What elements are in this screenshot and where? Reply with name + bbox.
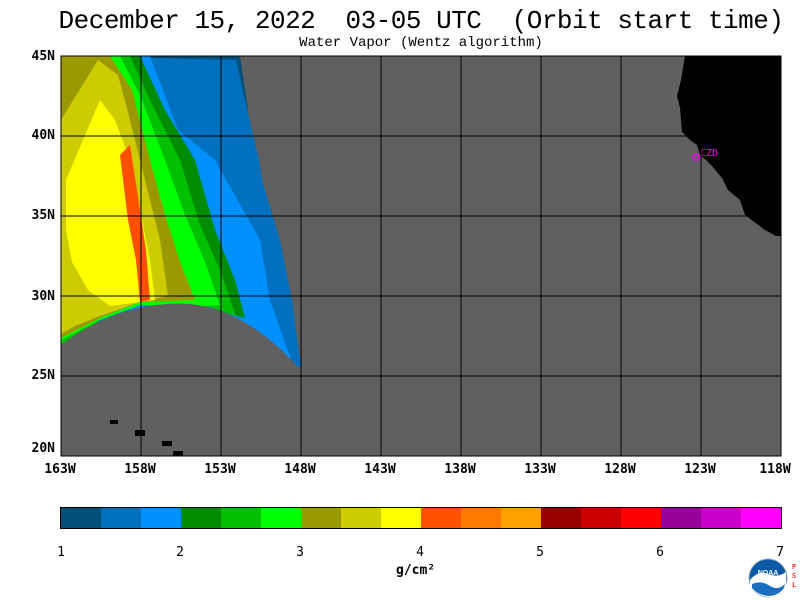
color-swatch-11 (501, 508, 541, 528)
page-subtitle: Water Vapor (Wentz algorithm) (299, 35, 543, 51)
color-swatch-1 (101, 508, 141, 528)
lon-label-138w: 138W (444, 462, 476, 477)
lon-label-163w: 163W (44, 462, 76, 477)
color-swatch-10 (461, 508, 501, 528)
land-north-america (677, 56, 781, 236)
color-swatch-6 (301, 508, 341, 528)
no-data-east (240, 56, 781, 456)
lon-label-118w: 118W (759, 462, 791, 477)
unit-label: g/cm² (396, 563, 436, 578)
lon-label-153w: 153W (204, 462, 236, 477)
lat-label-45n: 45N (31, 49, 55, 64)
lon-label-128w: 128W (604, 462, 636, 477)
scale-tick-5: 5 (536, 545, 544, 560)
hawaii-islands (110, 420, 183, 456)
no-data-arc (61, 303, 305, 456)
color-swatch-17 (741, 508, 781, 528)
color-swatch-15 (661, 508, 701, 528)
lat-label-40n: 40N (31, 128, 55, 143)
lat-label-30n: 30N (31, 289, 55, 304)
color-swatch-5 (261, 508, 301, 528)
lon-label-133w: 133W (524, 462, 556, 477)
psl-logo-text: PSL (792, 563, 800, 590)
color-swatch-9 (421, 508, 461, 528)
station-marker (692, 153, 700, 161)
color-swatch-8 (381, 508, 421, 528)
color-swatch-7 (341, 508, 381, 528)
lat-label-20n: 20N (31, 441, 55, 456)
map-frame (60, 55, 782, 457)
color-swatch-2 (141, 508, 181, 528)
lon-label-158w: 158W (124, 462, 156, 477)
color-swatch-4 (221, 508, 261, 528)
color-swatch-0 (61, 508, 101, 528)
page-title: December 15, 2022 03-05 UTC (Orbit start… (58, 6, 784, 36)
lon-label-143w: 143W (364, 462, 396, 477)
color-swatch-12 (541, 508, 581, 528)
band-4.3 (120, 145, 150, 302)
band-3.8 (66, 100, 155, 306)
color-swatch-14 (621, 508, 661, 528)
scale-tick-2: 2 (176, 545, 184, 560)
color-swatch-3 (181, 508, 221, 528)
lon-label-148w: 148W (284, 462, 316, 477)
psl-logo-letters: PSL (792, 563, 797, 589)
map-grid (61, 56, 781, 456)
scale-tick-4: 4 (416, 545, 424, 560)
noaa-logo-text: NOAA (758, 570, 779, 577)
lat-label-25n: 25N (31, 368, 55, 383)
scale-tick-7: 7 (776, 545, 784, 560)
station-label: CZD (700, 148, 718, 159)
lat-label-35n: 35N (31, 208, 55, 223)
noaa-logo-icon: NOAA (748, 558, 788, 598)
scale-tick-6: 6 (656, 545, 664, 560)
scale-tick-3: 3 (296, 545, 304, 560)
color-swatch-13 (581, 508, 621, 528)
color-scale-bar (60, 507, 782, 529)
scale-tick-1: 1 (57, 545, 65, 560)
color-swatch-16 (701, 508, 741, 528)
lon-label-123w: 123W (684, 462, 716, 477)
